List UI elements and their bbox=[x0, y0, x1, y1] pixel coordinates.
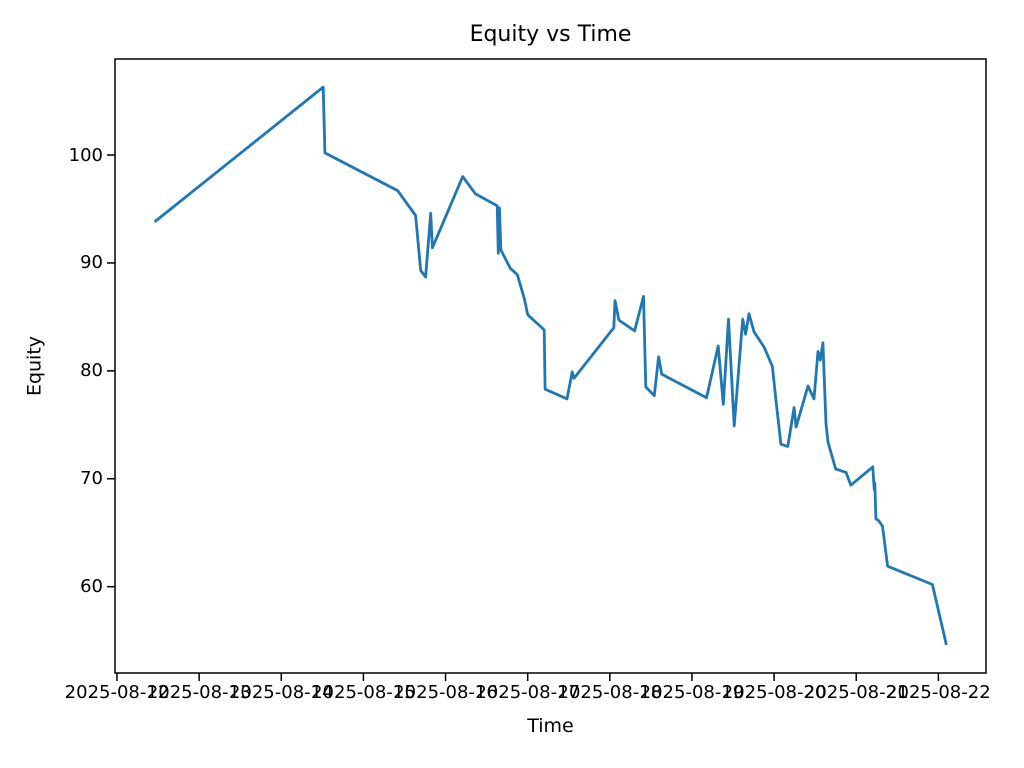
x-tick-label: 2025-08-12 bbox=[64, 682, 170, 703]
x-axis-label: Time bbox=[527, 715, 574, 737]
x-tick-label: 2025-08-22 bbox=[886, 682, 991, 703]
equity-line-series bbox=[153, 85, 948, 646]
y-tick-label: 100 bbox=[68, 144, 103, 166]
y-tick-label: 90 bbox=[80, 252, 103, 274]
x-tick-label: 2025-08-13 bbox=[146, 682, 252, 703]
x-tick-label: 2025-08-20 bbox=[721, 682, 827, 703]
axes-frame bbox=[114, 58, 987, 674]
x-tick-label: 2025-08-14 bbox=[228, 682, 334, 703]
y-tick-label: 80 bbox=[80, 360, 103, 382]
x-tick-label: 2025-08-19 bbox=[639, 682, 745, 703]
x-tick-label: 2025-08-15 bbox=[311, 682, 416, 703]
y-tick-label: 60 bbox=[80, 576, 103, 598]
x-tick-label: 2025-08-18 bbox=[557, 682, 663, 703]
chart-title: Equity vs Time bbox=[469, 22, 632, 47]
y-tick-label: 70 bbox=[80, 468, 103, 490]
x-tick-label: 2025-08-16 bbox=[393, 682, 498, 703]
x-tick-label: 2025-08-21 bbox=[803, 682, 909, 703]
x-tick-label: 2025-08-17 bbox=[475, 682, 580, 703]
